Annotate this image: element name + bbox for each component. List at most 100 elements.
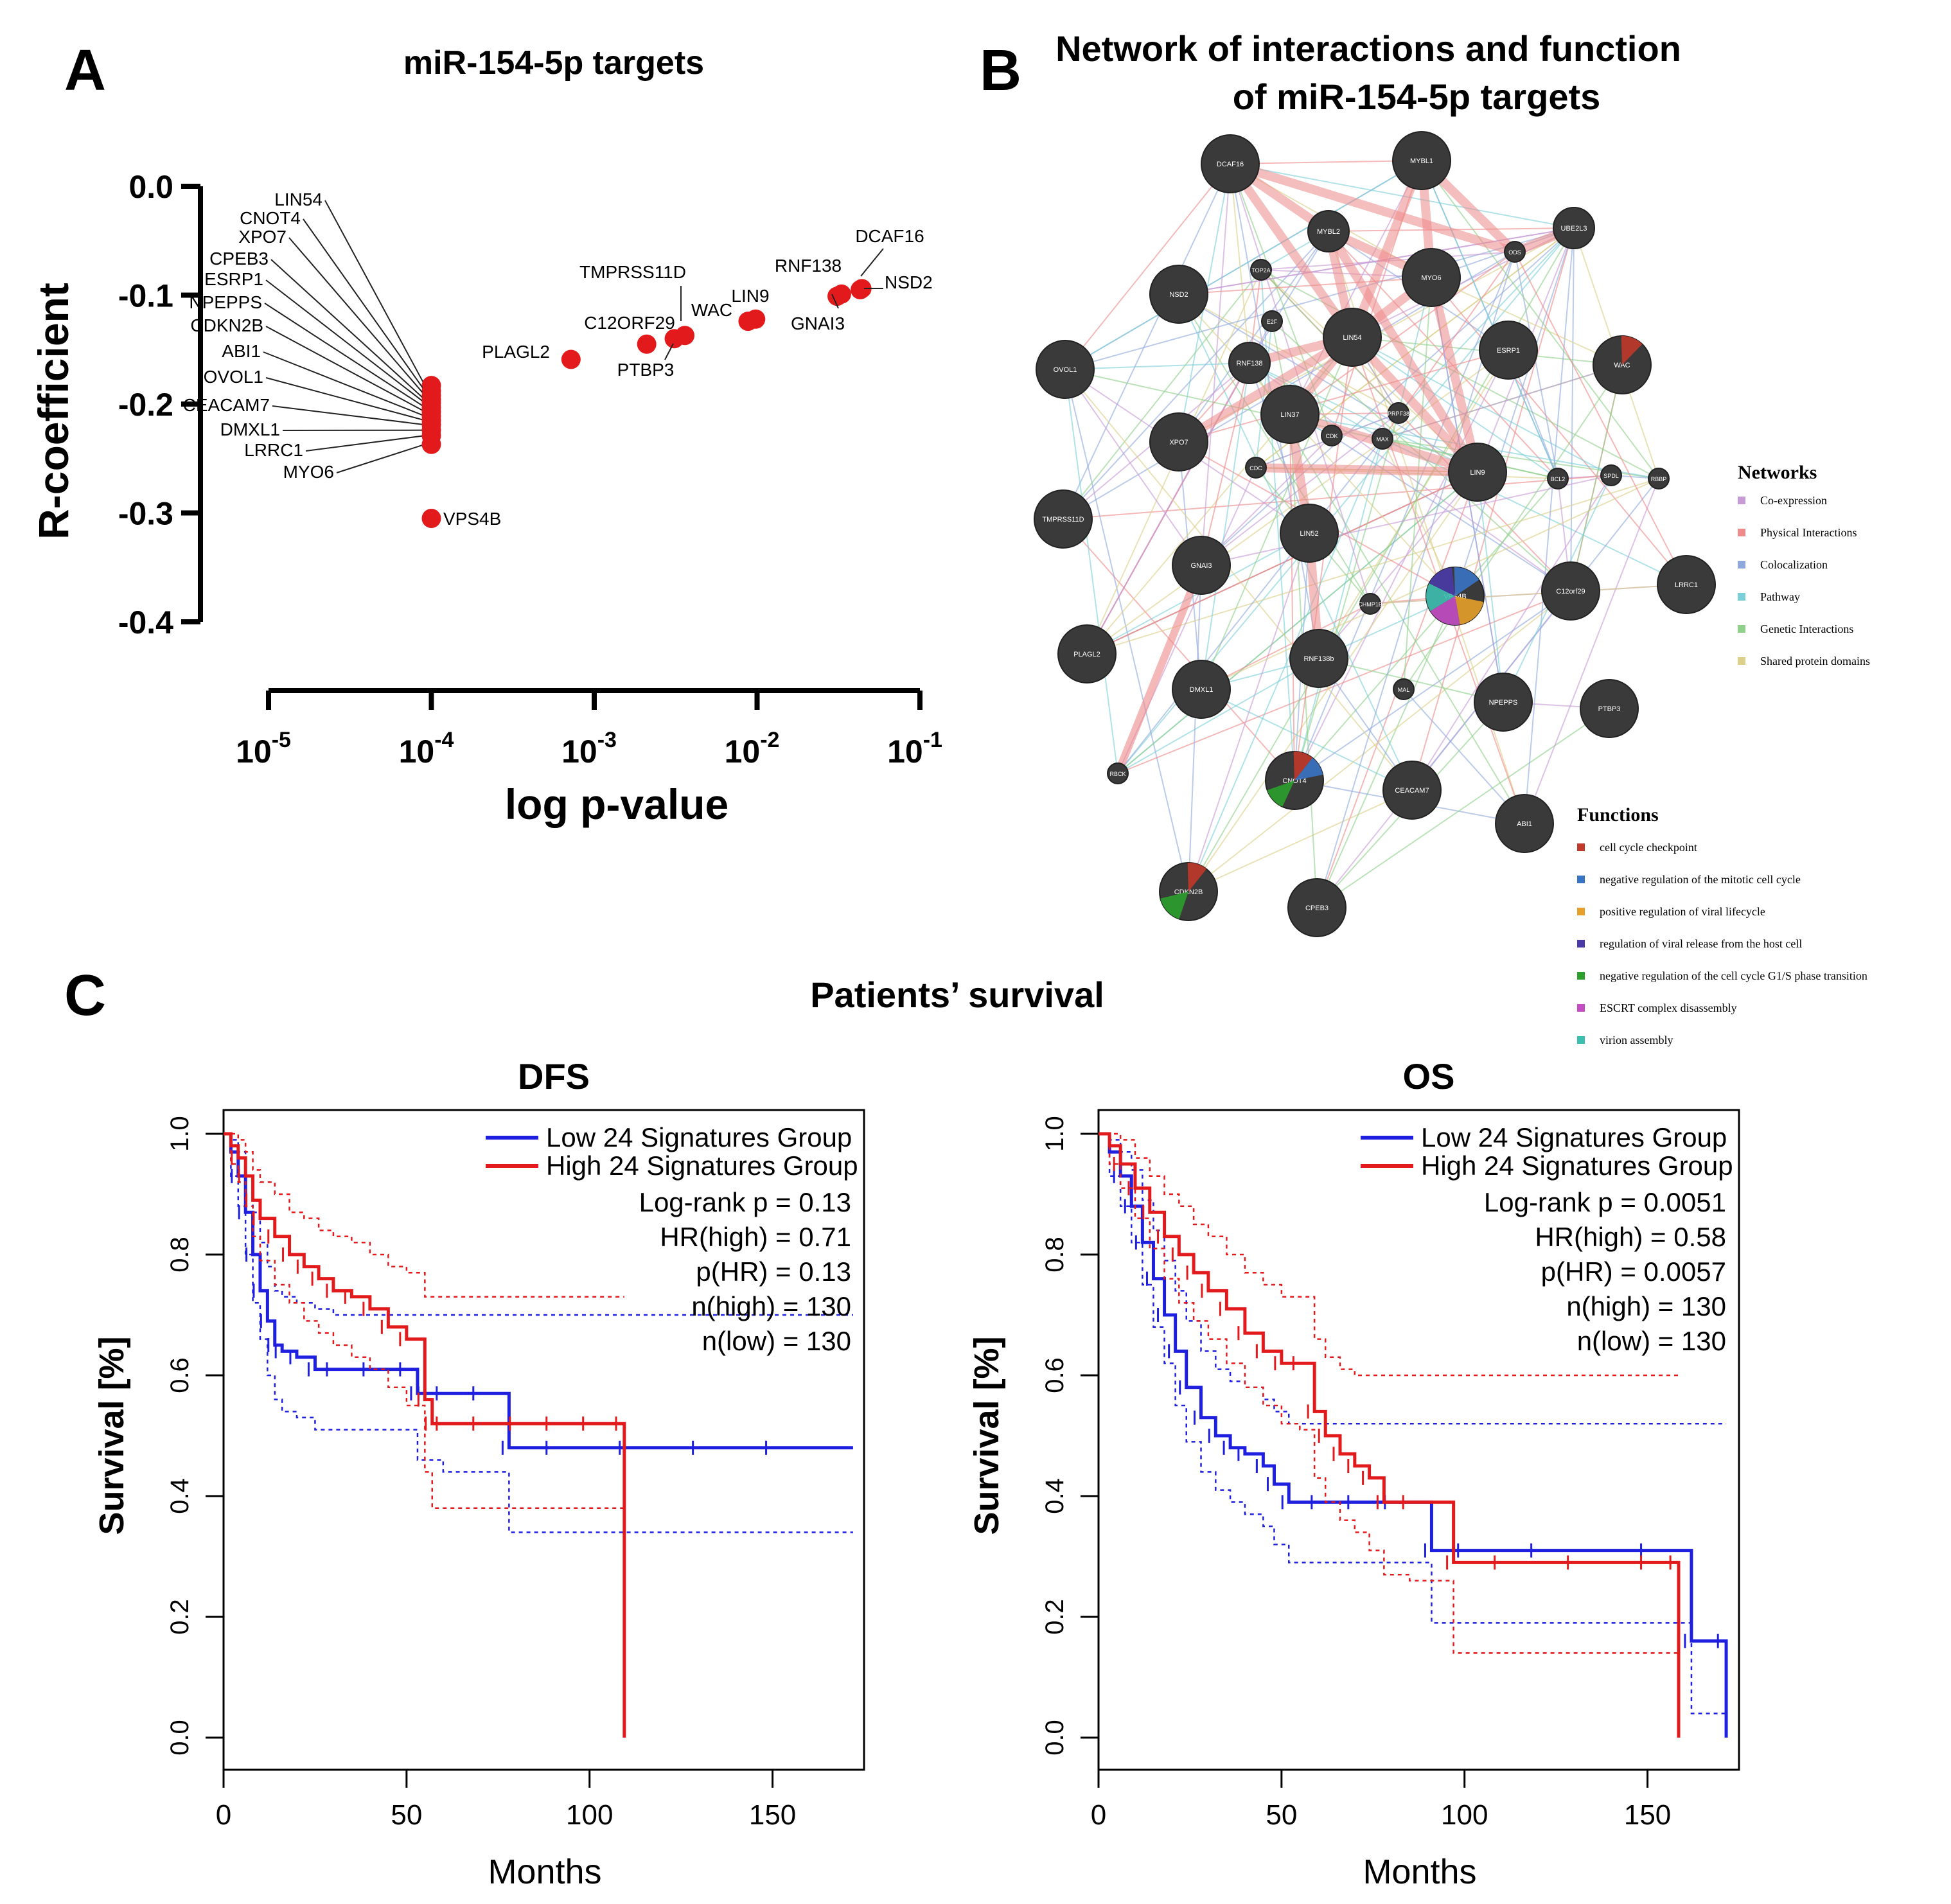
network-node-label: LRRC1 [1675, 581, 1698, 589]
km-ytick-label: 0.0 [166, 1720, 194, 1756]
km-ylabel: Survival [%] [93, 1336, 131, 1535]
km-xlabel: Months [488, 1853, 601, 1891]
function-wedge [1267, 780, 1294, 807]
point-label-rnf138: RNF138 [775, 256, 842, 276]
network-node [1149, 265, 1208, 324]
km-xtick-label: 150 [1624, 1799, 1671, 1831]
network-edge [1294, 478, 1558, 781]
point-label-esrp1: ESRP1 [204, 269, 263, 289]
network-node-label: LIN52 [1300, 530, 1318, 538]
panel-a-xtick-label: 10-3 [561, 728, 617, 770]
km-os-chart: OS 0.0 0.2 0.4 0.6 0.8 1.0 0 50 100 150 Months Survi… [967, 1056, 1740, 1891]
km-stat-text: Log-rank p = 0.13 [639, 1187, 851, 1217]
networks-legend-title: Networks [1738, 462, 1817, 483]
network-edge [1352, 337, 1612, 476]
network-node [1034, 489, 1093, 549]
point-lin9 [746, 309, 766, 329]
network-edge [1294, 349, 1509, 781]
network-title-line2: of miR-154-5p targets [1233, 76, 1601, 117]
network-node-label: BCL2 [1551, 476, 1566, 482]
network-legend: Networks Co-expression Physical Interacti… [1577, 462, 1870, 1046]
point-label-cpeb3: CPEB3 [209, 249, 269, 269]
network-edge [1331, 435, 1571, 592]
network-edge [1064, 160, 1422, 370]
function-legend-label: virion assembly [1600, 1034, 1673, 1046]
panel-label-b: B [980, 39, 1021, 103]
km-ytick-label: 0.4 [166, 1478, 194, 1514]
network-edge [1064, 362, 1250, 370]
network-edge [1201, 362, 1250, 690]
km-dfs-chart: DFS 0.0 0.2 0.4 0.6 0.8 1.0 0 50 100 150 Months Surv… [93, 1056, 865, 1891]
network-edge [1063, 518, 1295, 781]
km-xtick-label: 0 [1091, 1799, 1106, 1831]
network-edge [1524, 478, 1659, 824]
leader-line [265, 326, 425, 412]
leader-line [270, 259, 426, 400]
network-nodes: DCAF16 MYBL1 MYBL2 UBE2L3 ODS TOP2A NSD2 MYO6 E2… [1034, 131, 1716, 937]
point-label-lin9: LIN9 [731, 286, 769, 306]
point-label-dcaf16: DCAF16 [855, 226, 924, 246]
network-edge [1188, 565, 1202, 892]
function-legend-label: positive regulation of viral lifecycle [1600, 905, 1765, 918]
point-label-cdkn2b: CDKN2B [190, 315, 263, 335]
function-wedge [1187, 863, 1206, 892]
point-label-plagl2: PLAGL2 [482, 342, 550, 362]
network-edge [1431, 277, 1623, 366]
function-legend-label: negative regulation of the cell cycle G1… [1600, 969, 1867, 982]
function-wedge [1293, 751, 1312, 780]
panel-a-axes: 0.0 -0.1 -0.2 -0.3 -0.4 10-5 10-4 10-3 10-2 10-1 [118, 169, 942, 770]
km-ytick-label: 0.4 [1041, 1478, 1069, 1514]
km-ci-upper [224, 1133, 624, 1298]
network-edge [1117, 438, 1383, 774]
km-legend-label: Low 24 Signatures Group [546, 1122, 852, 1152]
network-edge-physical [1255, 463, 1478, 477]
point-nsd2 [852, 279, 872, 299]
function-legend-swatch [1577, 940, 1585, 948]
network-node-label: MAL [1398, 687, 1410, 693]
network-legend-label: Pathway [1760, 590, 1800, 603]
network-node-label: ODS [1508, 249, 1521, 256]
networks-legend-items: Co-expression Physical Interactions Coloca… [1738, 494, 1870, 667]
panel-label-c: C [64, 964, 106, 1028]
network-node-label: E2F [1267, 319, 1278, 325]
km-legend-label: Low 24 Signatures Group [1421, 1122, 1727, 1152]
network-edge [1570, 227, 1575, 592]
network-node [1057, 624, 1117, 683]
network-edge [1063, 269, 1262, 520]
km-ci-upper [1099, 1133, 1727, 1425]
network-node-label: GNAI3 [1190, 562, 1212, 570]
km-ytick-label: 0.6 [166, 1357, 194, 1393]
network-edge-physical [1427, 276, 1482, 473]
network-node [1393, 678, 1415, 700]
km-stat-text: p(HR) = 0.13 [696, 1256, 851, 1287]
function-legend-swatch [1577, 908, 1585, 915]
network-node-label: WAC [1614, 362, 1630, 369]
network-node-label: MYBL2 [1317, 228, 1340, 236]
network-node [1107, 762, 1129, 784]
function-wedge [1426, 583, 1455, 612]
network-node-label: DCAF16 [1217, 161, 1244, 168]
network-node-label: PRPF38 [1388, 410, 1409, 417]
point-label-ovol1: OVOL1 [204, 367, 263, 387]
panel-a-ytick-label: -0.2 [118, 387, 173, 423]
point-c12orf29 [637, 334, 657, 354]
network-node [1172, 660, 1231, 719]
network-node-label: LIN9 [1470, 469, 1485, 477]
network-node [1307, 210, 1350, 252]
km-ytick-label: 1.0 [166, 1116, 194, 1152]
network-edge [1289, 160, 1422, 415]
km-xtick-label: 100 [1441, 1799, 1488, 1831]
point-label-dmxl1: DMXL1 [220, 419, 280, 439]
network-edge [1086, 414, 1291, 655]
point-label-npepps: NPEPPS [189, 292, 262, 312]
km-legend-label: High 24 Signatures Group [1421, 1150, 1733, 1181]
network-edge [1117, 590, 1571, 774]
leader-line [303, 218, 426, 392]
km-stat-text: HR(high) = 0.71 [660, 1222, 851, 1252]
network-node-label: RNF138b [1303, 655, 1334, 663]
network-edge [1230, 160, 1422, 164]
network-node [1402, 248, 1461, 307]
network-edge [1064, 369, 1118, 774]
km-xtick-label: 150 [749, 1799, 796, 1831]
network-node [1495, 794, 1554, 853]
